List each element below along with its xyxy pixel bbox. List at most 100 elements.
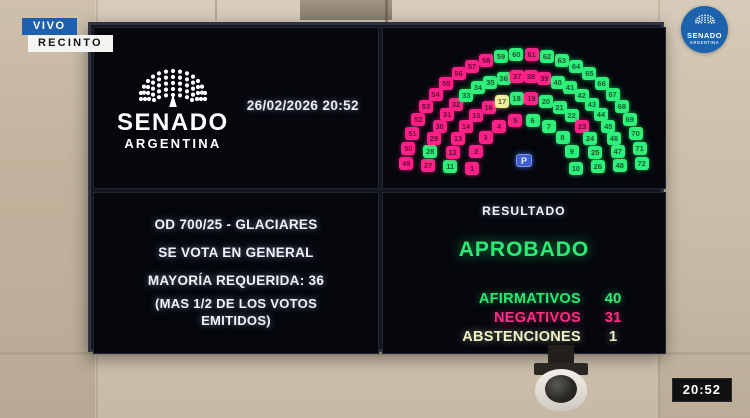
hemicycle-seat[interactable]: 57 bbox=[465, 59, 479, 73]
argentina-subtitle: ARGENTINA bbox=[124, 136, 222, 151]
required-majority-line: MAYORÍA REQUERIDA: 36 bbox=[147, 273, 325, 288]
hemicycle-seat[interactable]: 71 bbox=[632, 142, 647, 155]
hemicycle-seat[interactable]: 52 bbox=[411, 113, 426, 126]
senado-logo: SENADO ARGENTINA bbox=[117, 64, 229, 152]
hemicycle-seat[interactable]: 66 bbox=[594, 76, 609, 90]
hemicycle-seat[interactable]: 35 bbox=[483, 75, 498, 89]
hemicycle-seat[interactable]: 17 bbox=[495, 94, 510, 108]
hemicycle-seat[interactable]: 1 bbox=[465, 161, 480, 175]
hemicycle-seat[interactable]: 65 bbox=[582, 67, 597, 81]
hemicycle-seat[interactable]: 60 bbox=[509, 47, 524, 61]
hemicycle-seat[interactable]: 7 bbox=[541, 119, 556, 133]
hemicycle-seat[interactable]: 40 bbox=[550, 75, 565, 89]
wall-seam bbox=[215, 0, 217, 20]
majority-note-line-1: (MAS 1/2 DE LOS VOTOS bbox=[154, 296, 318, 311]
result-tally-list: AFIRMATIVOS 40 NEGATIVOS 31 ABSTENCIONES 1 bbox=[383, 290, 665, 347]
hemicycle-seat[interactable]: 27 bbox=[421, 158, 436, 172]
wall-marble-left bbox=[0, 0, 95, 418]
hemicycle-seat[interactable]: 39 bbox=[537, 71, 552, 85]
president-seat-marker[interactable]: P bbox=[516, 154, 532, 167]
hemicycle-seat[interactable]: 36 bbox=[496, 71, 511, 85]
hemicycle-seat[interactable]: 31 bbox=[440, 108, 455, 121]
hemicycle-seat[interactable]: 4 bbox=[492, 119, 507, 133]
hemicycle-seat[interactable]: 68 bbox=[614, 99, 629, 113]
hemicycle-seat[interactable]: 62 bbox=[540, 49, 554, 63]
clock-badge: 20:52 bbox=[671, 378, 732, 402]
hemicycle-seat[interactable]: 44 bbox=[593, 108, 608, 121]
hemicycle-seat[interactable]: 69 bbox=[622, 113, 637, 126]
hemicycle-seat[interactable]: 26 bbox=[590, 160, 605, 174]
hemicycle-seat[interactable]: 58 bbox=[479, 53, 494, 67]
hemicycle-seat[interactable]: 48 bbox=[612, 158, 627, 172]
hemicycle-seat[interactable]: 8 bbox=[555, 130, 570, 144]
result-row-label: NEGATIVOS bbox=[493, 310, 581, 326]
hemicycle-seat[interactable]: 38 bbox=[523, 69, 538, 83]
hemicycle-seat-map: 1 2 3 4 5 6 7 8 9 10 11 12 13 14 15 16 17 18 19 20 21 22 23 24 2… bbox=[383, 28, 665, 188]
hemicycle-seat[interactable]: 50 bbox=[401, 142, 416, 155]
hemicycle-seat[interactable]: 37 bbox=[510, 69, 525, 83]
hemicycle-seat[interactable]: 34 bbox=[470, 81, 485, 95]
hemicycle-seat[interactable]: 41 bbox=[563, 81, 578, 95]
hemicycle-seat[interactable]: 2 bbox=[469, 145, 484, 159]
hemicycle-seat[interactable]: 29 bbox=[427, 132, 441, 146]
hemicycle-seat[interactable]: 54 bbox=[428, 87, 443, 101]
result-row: NEGATIVOS 31 bbox=[403, 309, 645, 326]
hemicycle-seat[interactable]: 70 bbox=[628, 127, 643, 141]
hemicycle-seat[interactable]: 20 bbox=[538, 94, 553, 108]
hemicycle-seat[interactable]: 15 bbox=[469, 108, 484, 122]
hemicycle-seat[interactable]: 19 bbox=[524, 91, 539, 105]
result-row-label: AFIRMATIVOS bbox=[478, 291, 581, 307]
hemicycle-seat[interactable]: 49 bbox=[399, 157, 414, 171]
hemicycle-seat[interactable]: 45 bbox=[601, 119, 616, 133]
board-datetime: 26/02/2026 20:52 bbox=[246, 97, 359, 113]
hemicycle-seat[interactable]: 12 bbox=[445, 145, 460, 159]
live-badge: VIVO bbox=[22, 18, 77, 35]
hemicycle-seat[interactable]: 64 bbox=[569, 59, 583, 73]
senate-dome-icon bbox=[130, 64, 216, 108]
result-row-value: 31 bbox=[604, 309, 622, 326]
hemicycle-seat[interactable]: 67 bbox=[605, 87, 620, 101]
hemicycle-seat[interactable]: 24 bbox=[583, 132, 597, 145]
location-badge: RECINTO bbox=[28, 35, 113, 52]
result-panel: RESULTADO APROBADO AFIRMATIVOS 40 NEGATIVO… bbox=[382, 192, 666, 354]
result-row: ABSTENCIONES 1 bbox=[403, 328, 645, 345]
hemicycle-seat[interactable]: 3 bbox=[478, 130, 493, 144]
hemicycle-seat[interactable]: 61 bbox=[524, 47, 539, 61]
hemicycle-seat[interactable]: 5 bbox=[508, 114, 523, 128]
vote-scope-line: SE VOTA EN GENERAL bbox=[158, 245, 314, 260]
hemicycle-seat[interactable]: 13 bbox=[451, 132, 465, 145]
hemicycle-seat[interactable]: 47 bbox=[610, 145, 625, 159]
hemicycle-seat[interactable]: 18 bbox=[509, 91, 524, 105]
hemicycle-seat[interactable]: 22 bbox=[564, 108, 579, 122]
hemicycle-seat[interactable]: 46 bbox=[607, 132, 621, 146]
hemicycle-seat[interactable]: 53 bbox=[419, 99, 434, 113]
hemicycle-seat[interactable]: 14 bbox=[459, 119, 473, 133]
hemicycle-seat[interactable]: 33 bbox=[459, 88, 474, 102]
hemicycle-seat[interactable]: 10 bbox=[568, 161, 583, 175]
hemicycle-seat[interactable]: 72 bbox=[634, 157, 649, 171]
result-row: AFIRMATIVOS 40 bbox=[403, 290, 645, 307]
broadcaster-logo-title: SENADO bbox=[686, 31, 723, 40]
result-row-value: 1 bbox=[608, 328, 618, 345]
hemicycle-seat[interactable]: 63 bbox=[554, 53, 569, 67]
hemicycle-seat[interactable]: 25 bbox=[588, 145, 603, 159]
bill-id-line: OD 700/25 - GLACIARES bbox=[154, 217, 318, 232]
hemicycle-seat[interactable]: 51 bbox=[405, 127, 420, 141]
hemicycle-seat[interactable]: 6 bbox=[525, 114, 540, 128]
hemicycle-seat[interactable]: 55 bbox=[439, 76, 454, 90]
hemicycle-seat[interactable]: 30 bbox=[432, 119, 447, 133]
senado-title: SENADO bbox=[117, 109, 229, 136]
hemicycle-seat[interactable]: 11 bbox=[443, 160, 458, 174]
hemicycle-seat[interactable]: 56 bbox=[451, 67, 466, 81]
hemicycle-seat[interactable]: 21 bbox=[552, 100, 567, 114]
hemicycle-seat[interactable]: 28 bbox=[423, 145, 438, 159]
hemicycle-seat[interactable]: 16 bbox=[481, 100, 496, 114]
hemicycle-seat[interactable]: 23 bbox=[575, 119, 589, 133]
senate-dome-icon-small bbox=[692, 13, 718, 31]
majority-note-line-2: EMITIDOS) bbox=[201, 313, 271, 328]
bill-info-panel: OD 700/25 - GLACIARES SE VOTA EN GENERAL… bbox=[93, 192, 379, 354]
hemicycle-seat[interactable]: 59 bbox=[494, 49, 508, 63]
hemicycle-seat[interactable]: 43 bbox=[584, 97, 599, 111]
hemicycle-seat[interactable]: 9 bbox=[564, 145, 579, 159]
